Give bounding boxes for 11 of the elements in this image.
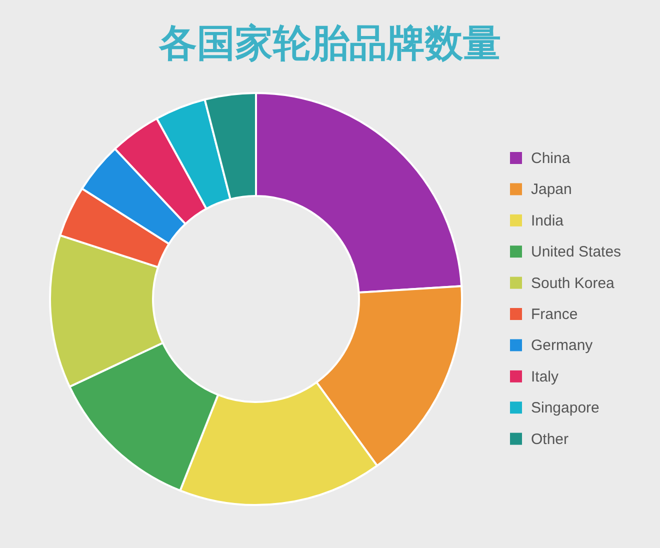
legend-label: Germany (531, 337, 594, 354)
legend-label: Japan (531, 181, 572, 198)
legend-label: India (531, 212, 564, 230)
legend-label: Italy (531, 368, 560, 386)
legend-label: Singapore (531, 400, 600, 417)
legend-label: China (531, 150, 571, 167)
legend-label: France (531, 306, 578, 323)
legend-label: South Korea (531, 274, 616, 292)
legend-label: United States (531, 244, 622, 261)
legend-label: Other (531, 430, 569, 448)
chart-title: 各国家轮胎品牌数量 (158, 21, 501, 65)
